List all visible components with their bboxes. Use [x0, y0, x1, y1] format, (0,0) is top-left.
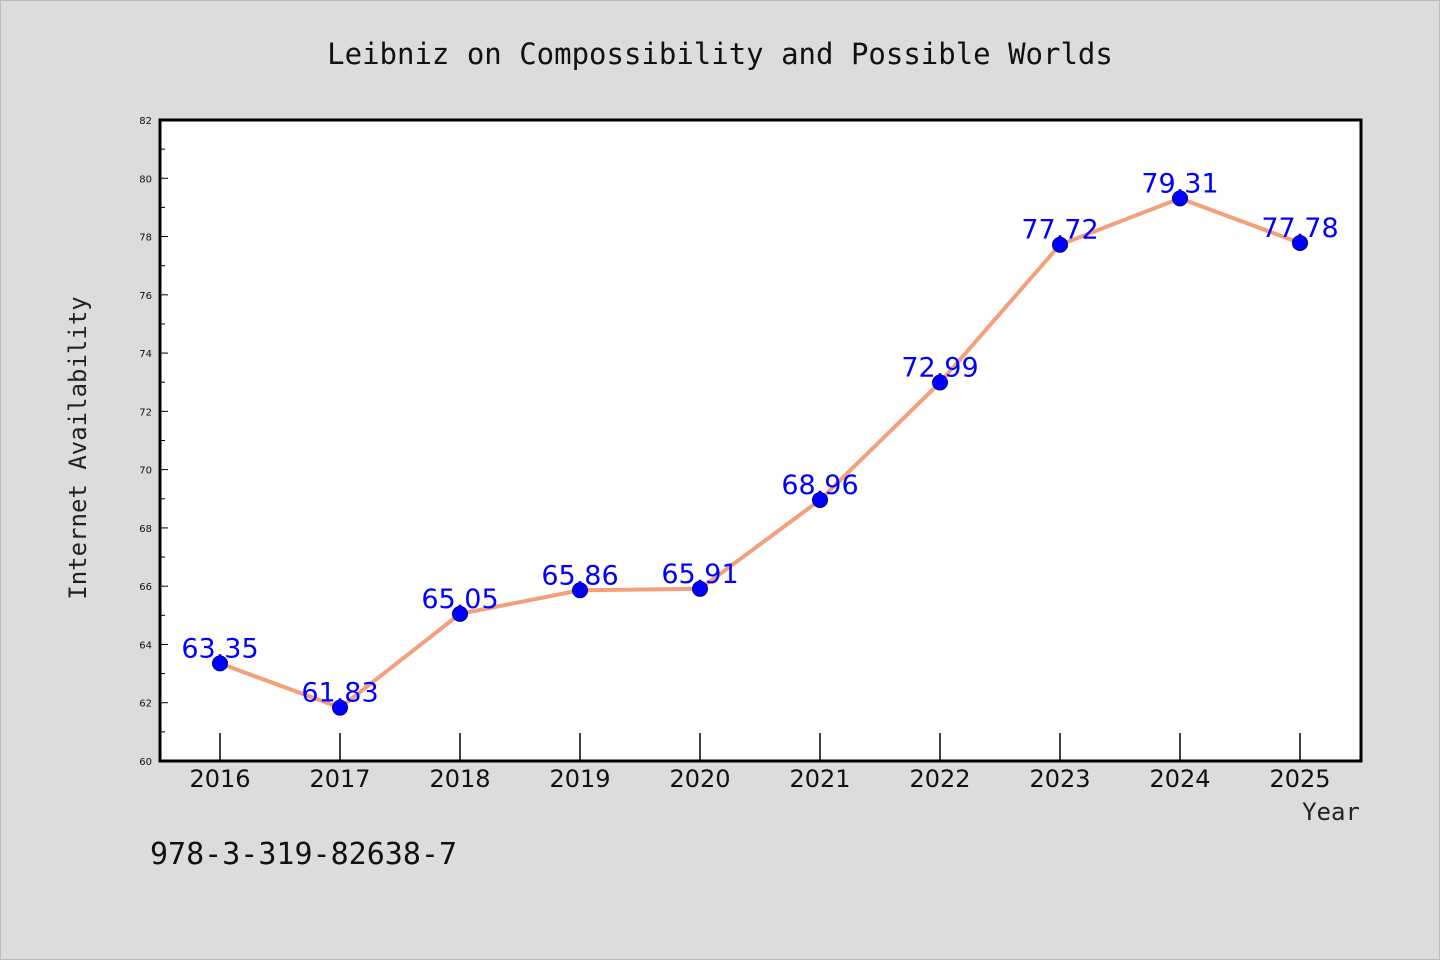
y-tick-label: 68	[139, 524, 152, 535]
isbn-text: 978-3-319-82638-7	[150, 837, 457, 872]
data-label: 72.99	[901, 353, 978, 384]
axis-ticks: 60 62 64 66 68 70 72 74 76 78 80 82 2016 2017 2018 2019…	[139, 116, 1330, 793]
y-tick-label: 62	[139, 699, 152, 710]
x-axis-label: Year	[1302, 798, 1360, 826]
y-tick-label: 74	[139, 349, 152, 360]
chart-title: Leibniz on Compossibility and Possible W…	[327, 37, 1113, 71]
x-tick-label: 2025	[1269, 765, 1330, 793]
y-tick-label: 60	[139, 757, 152, 768]
y-axis-label: Internet Availability	[64, 296, 92, 599]
x-tick-label: 2020	[669, 765, 730, 793]
data-label: 65.86	[541, 560, 618, 591]
y-tick-label: 78	[139, 233, 152, 244]
y-tick-label: 64	[139, 640, 152, 651]
data-point-marker	[212, 655, 228, 672]
data-point-marker	[1292, 234, 1308, 251]
series-line	[218, 196, 1302, 710]
data-label: 65.05	[421, 584, 498, 615]
x-tick-label: 2024	[1149, 765, 1210, 793]
plot-frame	[158, 118, 1363, 763]
data-point-marker	[692, 580, 708, 597]
y-tick-label: 82	[139, 116, 152, 127]
y-tick-label: 80	[139, 174, 152, 185]
x-tick-label: 2023	[1029, 765, 1090, 793]
plot-area	[160, 120, 1361, 761]
x-tick-label: 2022	[909, 765, 970, 793]
data-label: 77.78	[1261, 213, 1338, 244]
data-points	[212, 190, 1308, 716]
x-tick-label: 2017	[309, 765, 370, 793]
y-tick-label: 76	[139, 291, 152, 302]
data-labels: 63.35 61.83 65.05 65.86 65.91 68.96 72.99 77.72…	[181, 168, 1338, 708]
x-tick-label: 2021	[789, 765, 850, 793]
data-point-marker	[812, 491, 828, 508]
x-tick-label: 2019	[549, 765, 610, 793]
data-label: 68.96	[781, 470, 858, 501]
data-point-marker	[452, 605, 468, 622]
series-line-layer	[218, 196, 1302, 710]
data-point-marker	[1052, 236, 1068, 253]
data-point-marker	[332, 699, 348, 716]
data-point-marker	[572, 582, 588, 599]
data-label: 79.31	[1141, 168, 1218, 199]
data-point-marker	[1172, 190, 1188, 207]
data-point-marker	[932, 374, 948, 391]
x-tick-label: 2016	[189, 765, 250, 793]
data-label: 77.72	[1021, 215, 1098, 246]
x-tick-label: 2018	[429, 765, 490, 793]
data-label: 63.35	[181, 633, 258, 664]
data-label: 65.91	[661, 559, 738, 590]
y-tick-label: 66	[139, 582, 152, 593]
y-tick-label: 70	[139, 466, 152, 477]
data-label: 61.83	[301, 678, 378, 709]
y-tick-label: 72	[139, 407, 152, 418]
